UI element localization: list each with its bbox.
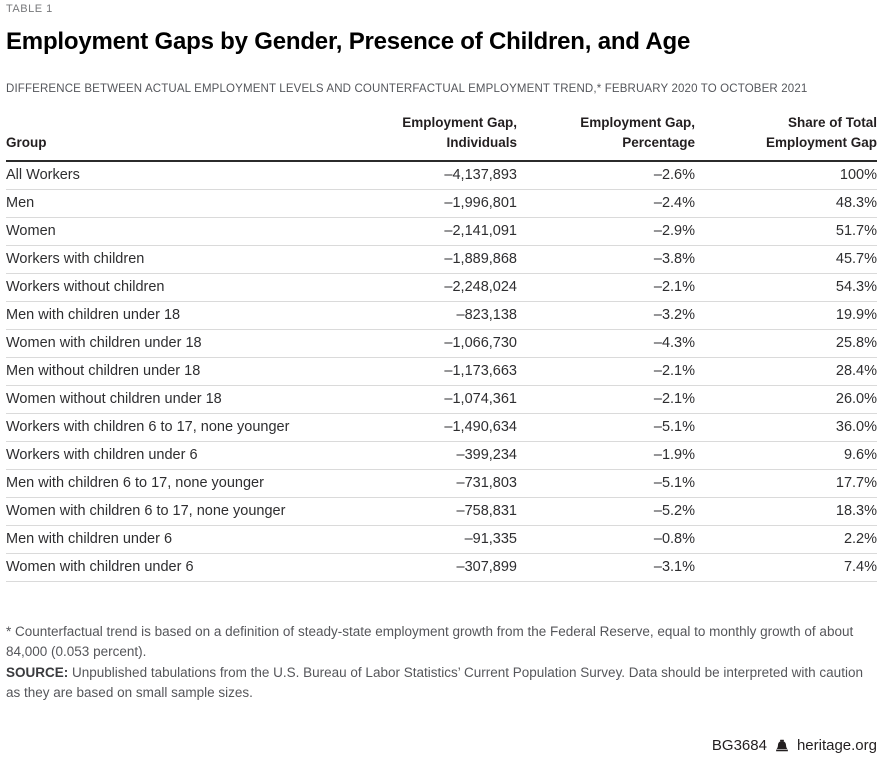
group-cell: Women with children 6 to 17, none younge…: [6, 497, 367, 526]
gap-percentage-cell: –3.2%: [517, 301, 695, 330]
table-body: All Workers –4,137,893 –2.6% 100% Men –1…: [6, 161, 877, 582]
share-of-total-cell: 19.9%: [695, 301, 877, 330]
gap-percentage-cell: –4.3%: [517, 329, 695, 358]
group-cell: All Workers: [6, 161, 367, 190]
share-of-total-cell: 28.4%: [695, 357, 877, 386]
table-row: Men –1,996,801 –2.4% 48.3%: [6, 189, 877, 218]
gap-individuals-cell: –758,831: [367, 497, 517, 526]
group-cell: Workers with children: [6, 245, 367, 274]
gap-percentage-cell: –3.8%: [517, 245, 695, 274]
table-row: Women without children under 18 –1,074,3…: [6, 385, 877, 414]
document-id: BG3684: [711, 737, 767, 754]
table-row: Men with children under 18 –823,138 –3.2…: [6, 301, 877, 330]
group-cell: Women with children under 18: [6, 329, 367, 358]
share-of-total-cell: 48.3%: [695, 189, 877, 218]
table-title: Employment Gaps by Gender, Presence of C…: [6, 28, 691, 55]
share-of-total-cell: 25.8%: [695, 329, 877, 358]
gap-percentage-cell: –2.1%: [517, 385, 695, 414]
column-header-group: Group: [6, 113, 367, 163]
footnotes: * Counterfactual trend is based on a def…: [6, 622, 877, 704]
share-of-total-cell: 2.2%: [695, 525, 877, 554]
table-row: Women –2,141,091 –2.9% 51.7%: [6, 217, 877, 246]
share-of-total-cell: 26.0%: [695, 385, 877, 414]
share-of-total-cell: 18.3%: [695, 497, 877, 526]
group-cell: Men without children under 18: [6, 357, 367, 386]
gap-individuals-cell: –399,234: [367, 441, 517, 470]
counterfactual-footnote: * Counterfactual trend is based on a def…: [6, 623, 854, 660]
gap-percentage-cell: –2.1%: [517, 273, 695, 302]
column-header-gap-individuals: Employment Gap, Individuals: [367, 113, 517, 163]
group-cell: Women: [6, 217, 367, 246]
gap-percentage-cell: –1.9%: [517, 441, 695, 470]
liberty-bell-icon: [774, 738, 790, 754]
group-cell: Men with children under 6: [6, 525, 367, 554]
gap-percentage-cell: –5.2%: [517, 497, 695, 526]
gap-individuals-cell: –91,335: [367, 525, 517, 554]
share-of-total-cell: 36.0%: [695, 413, 877, 442]
gap-individuals-cell: –2,141,091: [367, 217, 517, 246]
group-cell: Women without children under 18: [6, 385, 367, 414]
gap-percentage-cell: –5.1%: [517, 469, 695, 498]
share-of-total-cell: 17.7%: [695, 469, 877, 498]
source-text: Unpublished tabulations from the U.S. Bu…: [6, 664, 863, 701]
gap-individuals-cell: –307,899: [367, 553, 517, 582]
table-row: Men with children 6 to 17, none younger …: [6, 469, 877, 498]
table-subtitle: DIFFERENCE BETWEEN ACTUAL EMPLOYMENT LEV…: [6, 83, 808, 95]
group-cell: Women with children under 6: [6, 553, 367, 582]
gap-percentage-cell: –2.9%: [517, 217, 695, 246]
figure-footer: BG3684 heritage.org: [712, 737, 877, 754]
group-cell: Men with children 6 to 17, none younger: [6, 469, 367, 498]
table-row: Workers with children 6 to 17, none youn…: [6, 413, 877, 442]
share-of-total-cell: 54.3%: [695, 273, 877, 302]
column-header-share-of-total: Share of Total Employment Gap: [695, 113, 877, 163]
table-row: Men without children under 18 –1,173,663…: [6, 357, 877, 386]
gap-individuals-cell: –4,137,893: [367, 161, 517, 190]
employment-gaps-table: Group Employment Gap, Individuals Employ…: [6, 113, 877, 582]
table-row: Workers without children –2,248,024 –2.1…: [6, 273, 877, 302]
gap-percentage-cell: –0.8%: [517, 525, 695, 554]
table-row: Workers with children under 6 –399,234 –…: [6, 441, 877, 470]
gap-individuals-cell: –823,138: [367, 301, 517, 330]
group-cell: Workers with children under 6: [6, 441, 367, 470]
gap-individuals-cell: –731,803: [367, 469, 517, 498]
gap-individuals-cell: –1,173,663: [367, 357, 517, 386]
gap-percentage-cell: –2.1%: [517, 357, 695, 386]
gap-individuals-cell: –1,490,634: [367, 413, 517, 442]
group-cell: Workers without children: [6, 273, 367, 302]
share-of-total-cell: 45.7%: [695, 245, 877, 274]
table-row: Workers with children –1,889,868 –3.8% 4…: [6, 245, 877, 274]
share-of-total-cell: 51.7%: [695, 217, 877, 246]
share-of-total-cell: 7.4%: [695, 553, 877, 582]
column-header-gap-percentage: Employment Gap, Percentage: [517, 113, 695, 163]
gap-individuals-cell: –1,889,868: [367, 245, 517, 274]
site-link: heritage.org: [796, 737, 877, 754]
share-of-total-cell: 100%: [695, 161, 877, 190]
source-label: SOURCE:: [6, 664, 69, 680]
gap-percentage-cell: –2.4%: [517, 189, 695, 218]
gap-individuals-cell: –1,066,730: [367, 329, 517, 358]
gap-individuals-cell: –2,248,024: [367, 273, 517, 302]
gap-percentage-cell: –5.1%: [517, 413, 695, 442]
table-header-row: Group Employment Gap, Individuals Employ…: [6, 113, 877, 163]
group-cell: Workers with children 6 to 17, none youn…: [6, 413, 367, 442]
source-footnote: SOURCE: Unpublished tabulations from the…: [6, 663, 877, 704]
group-cell: Men: [6, 189, 367, 218]
table-row: All Workers –4,137,893 –2.6% 100%: [6, 161, 877, 190]
group-cell: Men with children under 18: [6, 301, 367, 330]
share-of-total-cell: 9.6%: [695, 441, 877, 470]
table-row: Men with children under 6 –91,335 –0.8% …: [6, 525, 877, 554]
table-row: Women with children under 6 –307,899 –3.…: [6, 553, 877, 582]
gap-percentage-cell: –2.6%: [517, 161, 695, 190]
table-number-label: TABLE 1: [6, 3, 53, 15]
table-row: Women with children 6 to 17, none younge…: [6, 497, 877, 526]
table-row: Women with children under 18 –1,066,730 …: [6, 329, 877, 358]
gap-individuals-cell: –1,996,801: [367, 189, 517, 218]
gap-percentage-cell: –3.1%: [517, 553, 695, 582]
gap-individuals-cell: –1,074,361: [367, 385, 517, 414]
